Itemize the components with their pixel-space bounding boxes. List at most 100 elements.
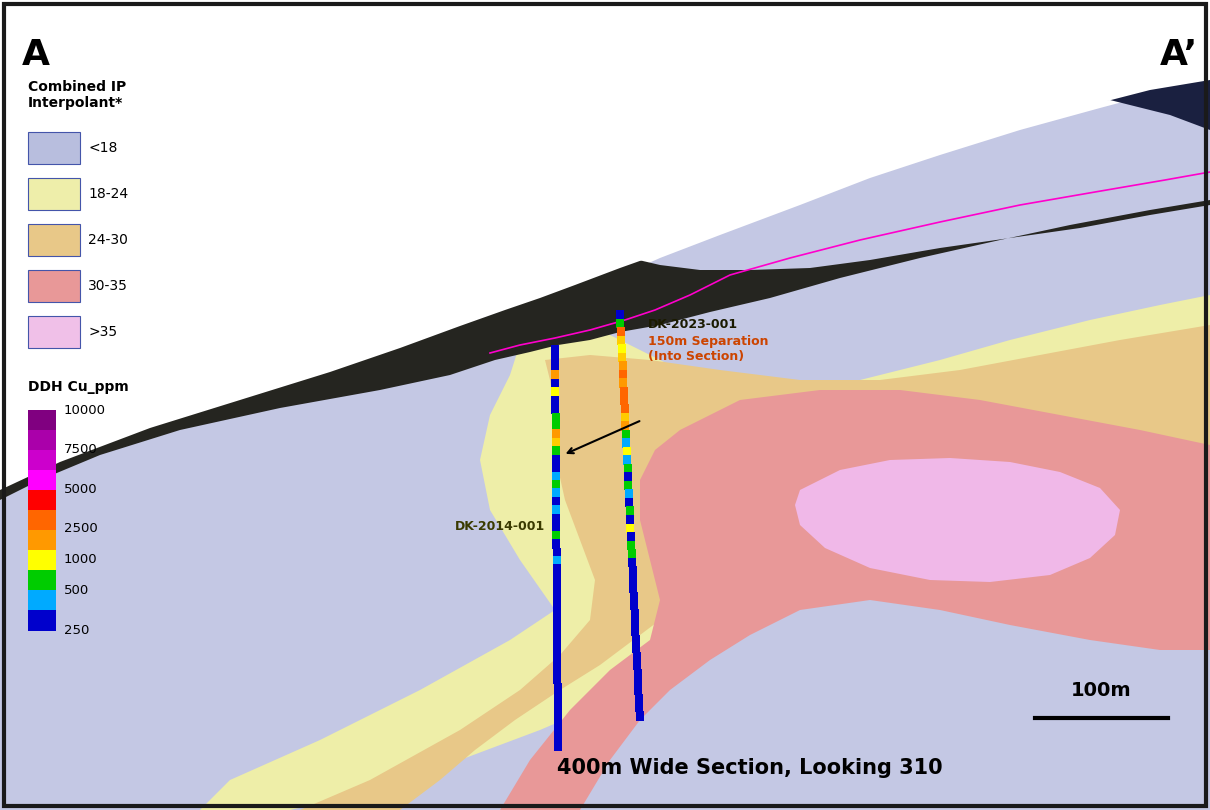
Bar: [621, 404, 628, 413]
Bar: [622, 438, 630, 448]
Bar: [28, 530, 56, 551]
Bar: [28, 132, 80, 164]
Polygon shape: [200, 295, 1210, 810]
Bar: [624, 472, 632, 482]
Bar: [553, 624, 561, 633]
Bar: [553, 590, 560, 599]
Polygon shape: [570, 268, 675, 322]
Bar: [626, 506, 634, 516]
Bar: [623, 464, 632, 473]
Bar: [622, 421, 629, 431]
Text: DK-2014-001: DK-2014-001: [455, 520, 546, 533]
Bar: [552, 488, 560, 498]
Bar: [553, 565, 560, 573]
Bar: [553, 582, 560, 590]
Bar: [554, 733, 561, 743]
Text: 5000: 5000: [64, 483, 98, 496]
Bar: [628, 549, 635, 559]
Bar: [552, 480, 560, 489]
Bar: [552, 514, 560, 523]
Text: 400m Wide Section, Looking 310: 400m Wide Section, Looking 310: [557, 758, 943, 778]
Bar: [553, 539, 560, 548]
Bar: [630, 600, 638, 610]
Text: >35: >35: [88, 325, 117, 339]
Bar: [628, 558, 636, 567]
Bar: [629, 592, 638, 601]
Bar: [551, 362, 559, 371]
Bar: [633, 660, 641, 670]
Bar: [553, 666, 561, 675]
Bar: [552, 446, 560, 456]
Bar: [626, 515, 634, 525]
Polygon shape: [0, 200, 1210, 500]
Bar: [617, 335, 626, 345]
Text: 7500: 7500: [64, 443, 98, 456]
Bar: [28, 590, 56, 611]
Bar: [28, 450, 56, 471]
Bar: [553, 691, 561, 701]
Polygon shape: [0, 80, 1210, 810]
Bar: [630, 617, 639, 627]
Bar: [552, 421, 559, 430]
Bar: [552, 404, 559, 413]
Bar: [624, 481, 633, 490]
Bar: [552, 522, 560, 531]
Bar: [553, 615, 561, 625]
Bar: [634, 686, 643, 695]
Bar: [635, 711, 644, 721]
Bar: [28, 430, 56, 450]
Bar: [633, 652, 640, 661]
Bar: [629, 583, 638, 593]
Bar: [552, 454, 560, 464]
Bar: [630, 609, 639, 619]
Bar: [628, 566, 636, 576]
Bar: [28, 316, 80, 348]
Bar: [617, 344, 626, 354]
Bar: [634, 669, 641, 678]
Bar: [28, 510, 56, 531]
Bar: [554, 742, 561, 751]
Bar: [551, 353, 559, 363]
Bar: [620, 378, 627, 388]
Polygon shape: [500, 390, 1210, 810]
Bar: [617, 327, 624, 337]
Bar: [554, 708, 561, 717]
Bar: [554, 725, 561, 734]
Bar: [28, 490, 56, 510]
Bar: [28, 610, 56, 630]
Bar: [552, 438, 560, 447]
Text: 250: 250: [64, 624, 90, 637]
Bar: [553, 573, 560, 582]
Bar: [626, 498, 633, 507]
Bar: [635, 694, 643, 704]
Bar: [553, 531, 560, 540]
Bar: [618, 361, 627, 371]
Bar: [553, 607, 561, 616]
Bar: [553, 556, 560, 565]
Text: 2500: 2500: [64, 522, 98, 535]
Bar: [620, 370, 627, 379]
Text: 500: 500: [64, 584, 90, 597]
Bar: [621, 412, 629, 422]
Polygon shape: [1041, 10, 1210, 92]
Bar: [553, 649, 561, 659]
Bar: [623, 455, 632, 465]
Bar: [551, 345, 559, 355]
Bar: [635, 703, 644, 713]
Text: Combined IP
Interpolant*: Combined IP Interpolant*: [28, 80, 126, 110]
Bar: [616, 318, 624, 328]
Bar: [552, 412, 559, 422]
Polygon shape: [795, 458, 1120, 582]
Bar: [633, 643, 640, 653]
Bar: [553, 641, 561, 650]
Bar: [634, 677, 643, 687]
Polygon shape: [300, 325, 1210, 810]
Bar: [28, 224, 80, 256]
Text: 10000: 10000: [64, 403, 106, 416]
Text: DK-2023-001: DK-2023-001: [649, 318, 738, 331]
Bar: [616, 310, 624, 319]
Bar: [552, 379, 559, 388]
Bar: [629, 575, 636, 584]
Bar: [627, 532, 635, 542]
Bar: [627, 523, 634, 533]
